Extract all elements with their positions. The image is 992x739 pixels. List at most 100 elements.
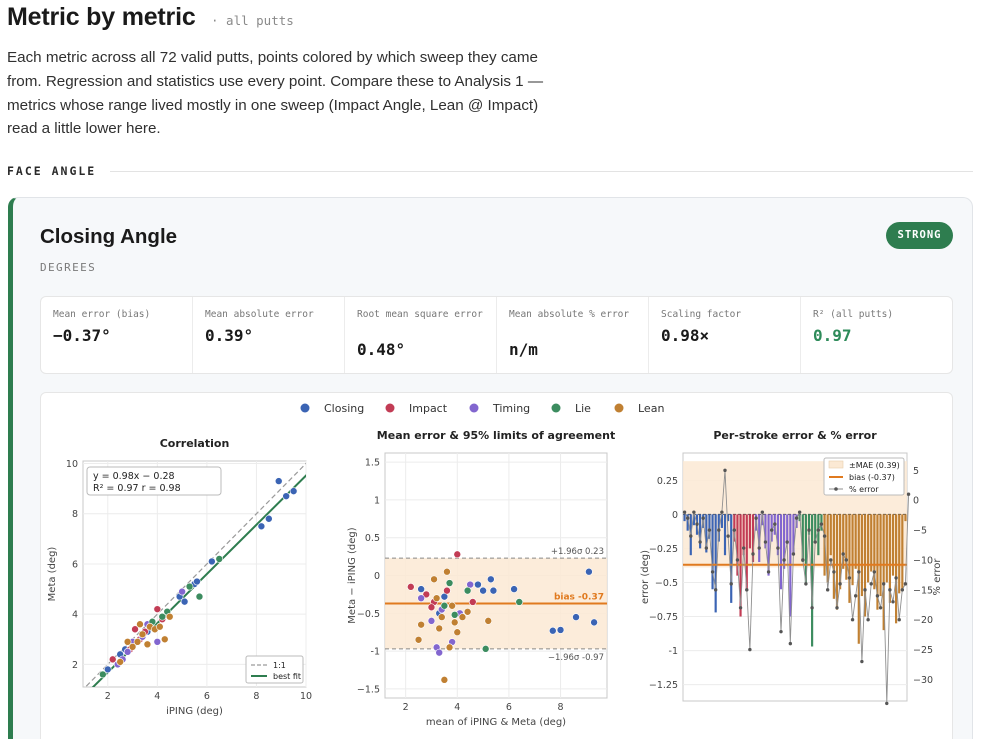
error-bar [736, 514, 739, 576]
pct-error-point [766, 570, 771, 574]
pct-error-point [863, 588, 867, 592]
error-bar [826, 514, 829, 583]
error-bar [854, 514, 857, 569]
legend-dot [385, 403, 395, 413]
data-point [440, 676, 449, 684]
strength-badge: STRONG [886, 222, 953, 249]
correlation-chart: 2 4 6 8 10 2 4 6 8 10 Correlation iPING (deg) Meta (… [47, 437, 312, 717]
pct-error-point [704, 546, 709, 550]
data-point [515, 598, 524, 606]
error-bar [851, 514, 854, 586]
pct-error-point [692, 510, 696, 514]
pct-error-point [850, 618, 855, 622]
pct-error-point [835, 606, 839, 610]
y2-tick-label: −25 [913, 645, 933, 656]
error-bar [817, 514, 820, 556]
error-bar [776, 514, 779, 556]
pct-error-point [853, 594, 858, 598]
legend-label: bias (-0.37) [849, 473, 895, 482]
data-point [548, 626, 557, 635]
error-bar [870, 514, 873, 572]
legend-box [823, 457, 905, 496]
fit-stats: R² = 0.97 r = 0.98 [93, 483, 181, 494]
y-tick-label: -1 [669, 646, 678, 657]
data-point [443, 567, 451, 576]
legend-dot [551, 403, 561, 413]
error-bar [720, 514, 723, 528]
error-bar [804, 514, 807, 583]
fit-equation: y = 0.98x − 0.28 [93, 471, 175, 482]
pct-error-point [689, 534, 693, 538]
data-point [556, 626, 565, 634]
lower-loa-label: −1.96σ -0.97 [548, 653, 604, 663]
error-bar [705, 514, 708, 553]
y-tick-label: 2 [72, 660, 78, 671]
stat-bias: Mean error (bias) −0.37° [41, 297, 193, 373]
error-bar [786, 514, 789, 545]
data-point [453, 628, 462, 637]
pct-error-point [885, 701, 889, 706]
error-bar [832, 514, 835, 599]
pct-error-point [881, 582, 886, 586]
pct-error-point [738, 606, 743, 610]
stat-label: Mean absolute % error [509, 309, 630, 320]
data-point [422, 590, 431, 599]
pct-error-point [819, 522, 824, 526]
pct-error-point [847, 576, 852, 580]
error-bar [733, 514, 736, 542]
error-bar [779, 514, 783, 590]
y2-tick-label: −20 [913, 615, 933, 626]
pct-error-point [773, 522, 777, 526]
pct-error-point [797, 510, 802, 514]
data-point [282, 492, 290, 500]
intro-paragraph: Each metric across all 72 valid putts, p… [7, 49, 544, 138]
y2-tick-label: 0 [913, 496, 919, 507]
legend-label: Impact [409, 402, 448, 415]
chart-title: Mean error & 95% limits of agreement [377, 429, 615, 442]
y-tick-label: −0.5 [357, 609, 380, 620]
data-point [585, 567, 593, 576]
data-point [437, 613, 446, 621]
y-tick-label: 8 [72, 509, 78, 520]
stat-label: Scaling factor [661, 309, 742, 320]
pct-error-point [701, 516, 705, 520]
error-bar [692, 514, 695, 526]
stat-label: Root mean square error [357, 309, 483, 320]
bias-label: bias -0.37 [554, 592, 604, 602]
stats-annotation-box [86, 466, 222, 496]
error-bar [882, 514, 885, 631]
pct-error-point [866, 618, 870, 622]
data-point [407, 583, 415, 591]
pct-error-point [729, 582, 733, 586]
error-bar [891, 514, 895, 576]
data-point [103, 665, 112, 674]
data-point [160, 635, 169, 644]
error-bar [879, 514, 882, 597]
error-bar [699, 514, 702, 549]
data-point [448, 601, 456, 610]
data-point [185, 582, 194, 591]
pct-error-point [710, 570, 715, 574]
pct-error-point [816, 528, 821, 532]
legend-swatch-dot [834, 487, 838, 491]
pct-error-point [717, 528, 721, 532]
data-point [590, 618, 598, 627]
data-point [445, 579, 454, 587]
pct-error-point [723, 468, 727, 473]
error-bar [783, 514, 786, 569]
correlation-plot [84, 462, 306, 687]
stat-label: R² (all putts) [813, 309, 894, 320]
pct-error-point [763, 540, 768, 544]
data-point [435, 648, 444, 657]
pct-error-point [769, 528, 774, 532]
pct-error-point [695, 522, 699, 526]
data-point [414, 635, 423, 644]
error-bar [708, 514, 711, 539]
stat-mape: Mean absolute % error n/m [497, 297, 649, 373]
error-bar [711, 514, 714, 590]
data-point [479, 586, 487, 595]
data-point [427, 617, 436, 625]
legend-label: Lean [638, 402, 664, 415]
data-point [430, 575, 438, 584]
